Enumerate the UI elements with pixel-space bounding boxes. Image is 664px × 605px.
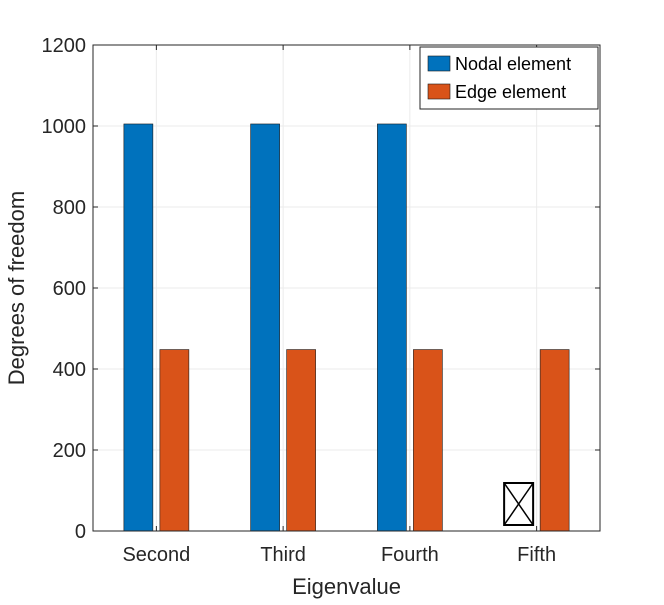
bar-nodal — [123, 123, 154, 532]
legend-swatch — [427, 55, 451, 72]
bar-edge — [159, 349, 190, 532]
legend-label: Nodal element — [455, 54, 571, 74]
x-axis-label: Eigenvalue — [292, 574, 401, 599]
axis-ticks: 0 200 400 600 800 1000 1200 Second Third Fourth Fi… — [42, 35, 600, 566]
x-tick-label: Fourth — [381, 544, 439, 566]
y-tick-label: 600 — [53, 278, 86, 300]
missing-value-cross — [503, 482, 534, 526]
y-axis-label: Degrees of freedom — [4, 191, 29, 385]
bar-edge — [413, 349, 443, 532]
x-tick-label: Third — [260, 544, 306, 566]
y-tick-label: 800 — [53, 197, 86, 219]
bar-nodal — [377, 123, 407, 532]
y-tick-label: 400 — [53, 359, 86, 381]
x-tick-label: Fifth — [517, 544, 556, 566]
y-tick-label: 1000 — [42, 116, 87, 138]
y-tick-label: 1200 — [42, 35, 87, 57]
legend: Nodal element Edge element — [419, 46, 599, 110]
y-tick-label: 200 — [53, 440, 86, 462]
x-tick-label: Second — [122, 544, 190, 566]
bar-edge — [539, 349, 570, 532]
bar-nodal — [250, 123, 280, 532]
y-tick-label: 0 — [75, 521, 86, 543]
legend-swatch — [427, 83, 451, 100]
bar-edge — [286, 349, 316, 532]
legend-label: Edge element — [455, 82, 566, 102]
bars — [123, 123, 570, 532]
